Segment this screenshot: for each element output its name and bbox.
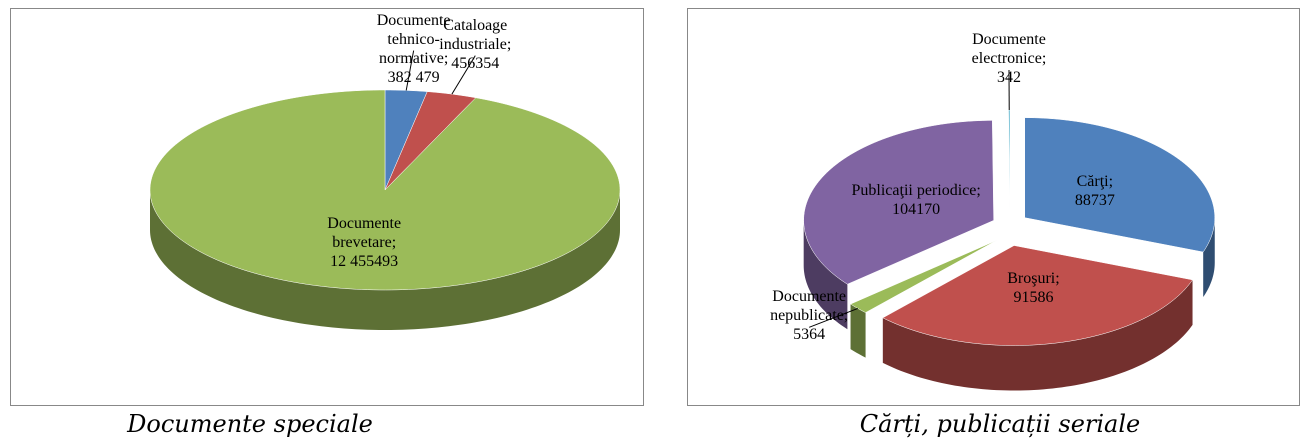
data-label: Documente nepublicate; 5364	[754, 287, 864, 344]
data-label: Documente tehnico-normative; 382 479	[359, 11, 469, 87]
label-name: Broşuri;	[1007, 270, 1060, 288]
label-value: 12 455493	[330, 253, 399, 271]
label-value: 88737	[1074, 191, 1115, 209]
caption: Cărți, publicații seriale	[859, 410, 1141, 438]
data-label: Documente electronice; 342	[954, 30, 1064, 87]
label-value: 5364	[793, 326, 826, 344]
label-value: 456354	[451, 54, 500, 72]
leader-line	[451, 55, 476, 95]
slice-side	[850, 304, 866, 358]
label-name: Documente brevetare;	[327, 215, 402, 252]
slice	[1008, 109, 1011, 211]
slice-side	[882, 279, 1193, 391]
slice	[803, 120, 994, 285]
label-value: 104170	[892, 201, 941, 219]
slice	[384, 91, 477, 191]
label-name: Publicaţii periodice;	[851, 182, 981, 200]
data-label: Publicaţii periodice; 104170	[851, 181, 981, 219]
leader-line	[405, 50, 415, 91]
label-value: 91586	[1013, 289, 1054, 307]
caption: Documente speciale	[127, 410, 373, 438]
slice	[850, 240, 997, 313]
label-name: Cataloage industriale;	[439, 16, 512, 53]
label-name: Cărţi;	[1076, 172, 1114, 190]
label-value: 342	[996, 69, 1021, 86]
chart-frame	[687, 8, 1300, 406]
label-name: Documente nepublicate;	[770, 288, 849, 325]
data-label: Documente brevetare; 12 455493	[299, 214, 429, 271]
data-label: Broşuri; 91586	[968, 269, 1098, 307]
chart-frame	[10, 8, 644, 406]
slice-side	[150, 190, 620, 330]
slice	[882, 245, 1193, 346]
label-value: 382 479	[387, 68, 440, 86]
slice	[1024, 117, 1216, 253]
data-label: Cataloage industriale; 456354	[420, 16, 530, 73]
data-label: Cărţi; 88737	[1030, 172, 1160, 210]
label-name: Documente electronice;	[971, 31, 1047, 67]
slice-side	[803, 220, 848, 330]
slice	[149, 89, 621, 291]
label-name: Documente tehnico-normative;	[376, 11, 451, 67]
leader-line	[808, 307, 859, 328]
slice-side	[1203, 217, 1215, 298]
